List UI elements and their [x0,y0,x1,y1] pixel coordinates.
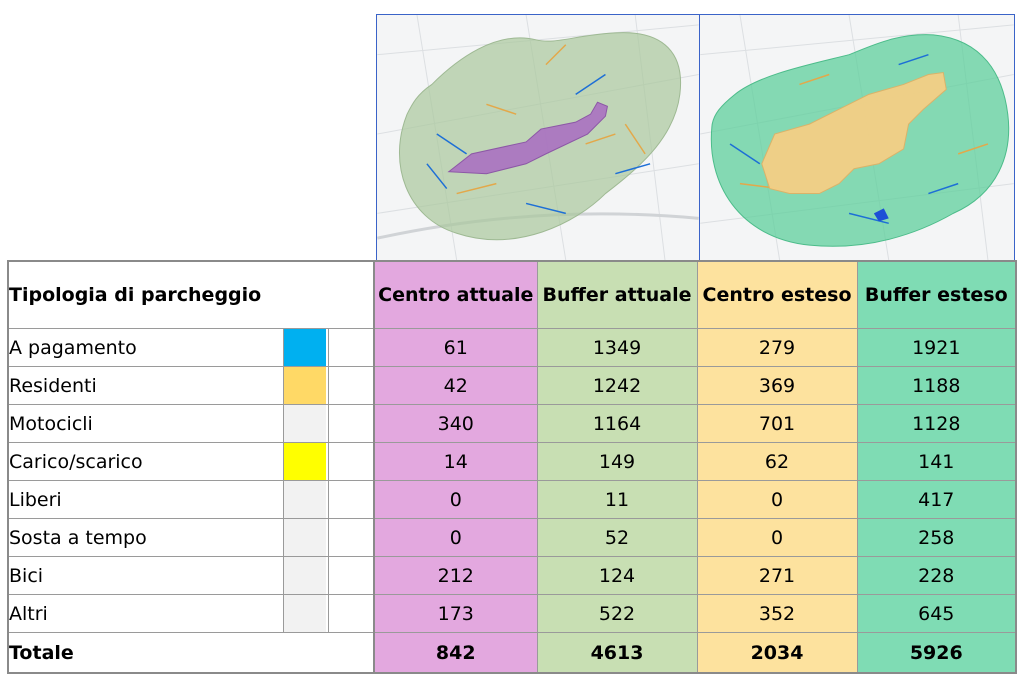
row-value: 701 [696,404,858,443]
row-value: 14 [373,442,538,481]
row-value: 1242 [536,366,698,405]
row-swatch [282,366,329,405]
row-value: 61 [373,328,538,367]
header-row: Tipologia di parcheggio Centro attuale B… [7,260,1017,329]
centro-esteso-area [761,71,947,195]
row-value: 271 [696,556,858,595]
row-value: 149 [536,442,698,481]
row-value: 645 [856,594,1017,633]
row-value: 352 [696,594,858,633]
blue-marker [873,208,889,222]
row-swatch [282,328,329,367]
color-swatch [283,443,326,480]
row-spacer [327,404,375,443]
row-value: 258 [856,518,1017,557]
centro-attuale-area [447,101,609,175]
row-swatch [282,556,329,595]
map-centro-attuale-graphic [377,15,699,260]
row-value: 279 [696,328,858,367]
row-spacer [327,594,375,633]
total-value: 5926 [856,632,1017,674]
map-centro-esteso [699,14,1015,261]
table-row: Liberi 0 11 0 417 [7,480,1017,519]
row-label: A pagamento [7,328,284,367]
color-swatch [283,481,326,518]
row-value: 62 [696,442,858,481]
color-swatch [283,405,326,442]
col-centro-esteso: Centro esteso [696,260,858,329]
row-label: Bici [7,556,284,595]
row-label: Residenti [7,366,284,405]
color-swatch [283,595,326,632]
total-row: Totale 842 4613 2034 5926 [7,632,1017,674]
row-value: 11 [536,480,698,519]
total-value: 842 [373,632,538,674]
row-label: Carico/scarico [7,442,284,481]
row-value: 0 [373,480,538,519]
row-value: 340 [373,404,538,443]
row-spacer [327,442,375,481]
row-value: 1128 [856,404,1017,443]
row-swatch [282,480,329,519]
row-spacer [327,480,375,519]
row-value: 369 [696,366,858,405]
row-value: 124 [536,556,698,595]
row-value: 1164 [536,404,698,443]
table-row: Sosta a tempo 0 52 0 258 [7,518,1017,557]
row-value: 1188 [856,366,1017,405]
row-swatch [282,442,329,481]
row-value: 1349 [536,328,698,367]
color-swatch [283,557,326,594]
color-swatch [283,329,326,366]
table-row: Altri 173 522 352 645 [7,594,1017,633]
col-centro-attuale: Centro attuale [373,260,538,329]
total-value: 4613 [536,632,698,674]
row-value: 42 [373,366,538,405]
row-spacer [327,328,375,367]
table-row: Bici 212 124 271 228 [7,556,1017,595]
total-label: Totale [7,632,375,674]
row-value: 522 [536,594,698,633]
col-buffer-esteso: Buffer esteso [856,260,1017,329]
row-spacer [327,366,375,405]
row-value: 52 [536,518,698,557]
row-label: Motocicli [7,404,284,443]
row-label: Altri [7,594,284,633]
row-label: Sosta a tempo [7,518,284,557]
map-centro-attuale [376,14,700,261]
tipologia-header: Tipologia di parcheggio [7,260,375,329]
parking-table: Tipologia di parcheggio Centro attuale B… [7,260,1018,674]
row-value: 0 [696,518,858,557]
color-swatch [283,367,326,404]
row-value: 212 [373,556,538,595]
row-value: 1921 [856,328,1017,367]
color-swatch [283,519,326,556]
row-label: Liberi [7,480,284,519]
total-value: 2034 [696,632,858,674]
map-centro-esteso-graphic [700,15,1014,260]
row-spacer [327,556,375,595]
row-spacer [327,518,375,557]
row-value: 0 [373,518,538,557]
table-row: Motocicli 340 1164 701 1128 [7,404,1017,443]
row-swatch [282,404,329,443]
row-swatch [282,594,329,633]
row-value: 173 [373,594,538,633]
row-value: 417 [856,480,1017,519]
table-row: Residenti 42 1242 369 1188 [7,366,1017,405]
row-value: 141 [856,442,1017,481]
row-value: 0 [696,480,858,519]
row-value: 228 [856,556,1017,595]
row-swatch [282,518,329,557]
table-row: A pagamento 61 1349 279 1921 [7,328,1017,367]
table-row: Carico/scarico 14 149 62 141 [7,442,1017,481]
col-buffer-attuale: Buffer attuale [536,260,698,329]
